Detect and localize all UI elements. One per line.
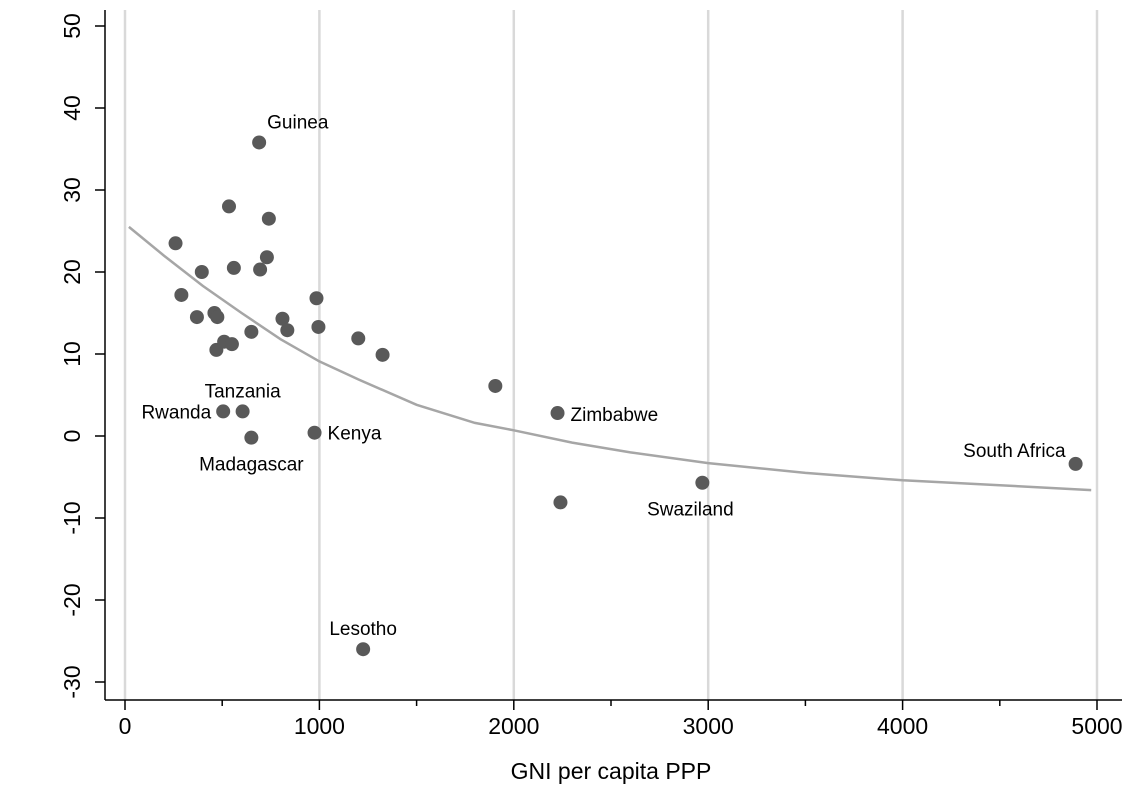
- data-point-15: [261, 211, 276, 226]
- data-point-9: [226, 260, 241, 275]
- point-label-rwanda: Rwanda: [141, 402, 211, 423]
- y-tick-label-30: 30: [59, 177, 85, 203]
- data-point-17: [280, 323, 295, 338]
- point-label-kenya: Kenya: [328, 424, 382, 445]
- y-tick-label-50: 50: [59, 13, 85, 39]
- fit-curve-layer: [128, 225, 1092, 492]
- data-point-20: [351, 331, 366, 346]
- y-tick-label-0: 0: [59, 430, 85, 443]
- axes: 0 1000 2000 3000 4000 5000 -30 -20 -10 0 10 20 30 40 5…: [59, 10, 1123, 739]
- y-tick-label--10: -10: [59, 501, 85, 534]
- data-point-16: [275, 311, 290, 326]
- data-point-2: [189, 310, 204, 325]
- x-tick-label-0: 0: [119, 713, 132, 739]
- point-label-swaziland: Swaziland: [647, 500, 734, 521]
- data-point-31: [356, 642, 371, 657]
- data-point-13: [253, 262, 268, 277]
- data-point-18: [309, 291, 324, 306]
- data-point-12: [252, 135, 267, 150]
- data-point-19: [311, 319, 326, 334]
- data-point-28: [553, 495, 568, 510]
- y-tick-label--20: -20: [59, 583, 85, 616]
- data-point-1: [174, 287, 189, 302]
- data-point-22: [216, 404, 231, 419]
- x-tick-label-5000: 5000: [1071, 713, 1122, 739]
- x-tick-label-1000: 1000: [294, 713, 345, 739]
- data-point-24: [244, 430, 259, 445]
- data-point-10: [224, 337, 239, 352]
- x-tick-label-3000: 3000: [683, 713, 734, 739]
- y-tick-label-20: 20: [59, 259, 85, 285]
- data-point-11: [244, 324, 259, 339]
- point-label-madagascar: Madagascar: [199, 455, 304, 476]
- x-tick-label-2000: 2000: [488, 713, 539, 739]
- point-label-tanzania: Tanzania: [205, 381, 281, 402]
- data-point-0: [168, 236, 183, 251]
- data-point-23: [235, 404, 250, 419]
- point-label-zimbabwe: Zimbabwe: [571, 405, 659, 426]
- data-point-25: [307, 425, 322, 440]
- data-point-3: [194, 265, 209, 279]
- grid-lines: [123, 10, 1099, 700]
- data-point-30: [1068, 456, 1083, 471]
- point-label-south-africa: South Africa: [963, 441, 1066, 462]
- fit-curve: [128, 225, 1092, 492]
- x-tick-label-4000: 4000: [877, 713, 928, 739]
- data-point-27: [550, 406, 565, 421]
- data-point-8: [222, 199, 237, 214]
- data-point-26: [488, 378, 503, 393]
- data-point-14: [259, 250, 274, 265]
- data-point-29: [695, 475, 710, 490]
- data-point-21: [375, 347, 390, 362]
- data-point-5: [210, 310, 225, 325]
- x-axis-title: GNI per capita PPP: [511, 758, 712, 784]
- data-points: [168, 135, 1083, 657]
- y-tick-label--30: -30: [59, 665, 85, 698]
- y-tick-label-40: 40: [59, 95, 85, 121]
- y-tick-label-10: 10: [59, 341, 85, 367]
- point-label-guinea: Guinea: [267, 112, 329, 133]
- point-label-lesotho: Lesotho: [329, 619, 397, 640]
